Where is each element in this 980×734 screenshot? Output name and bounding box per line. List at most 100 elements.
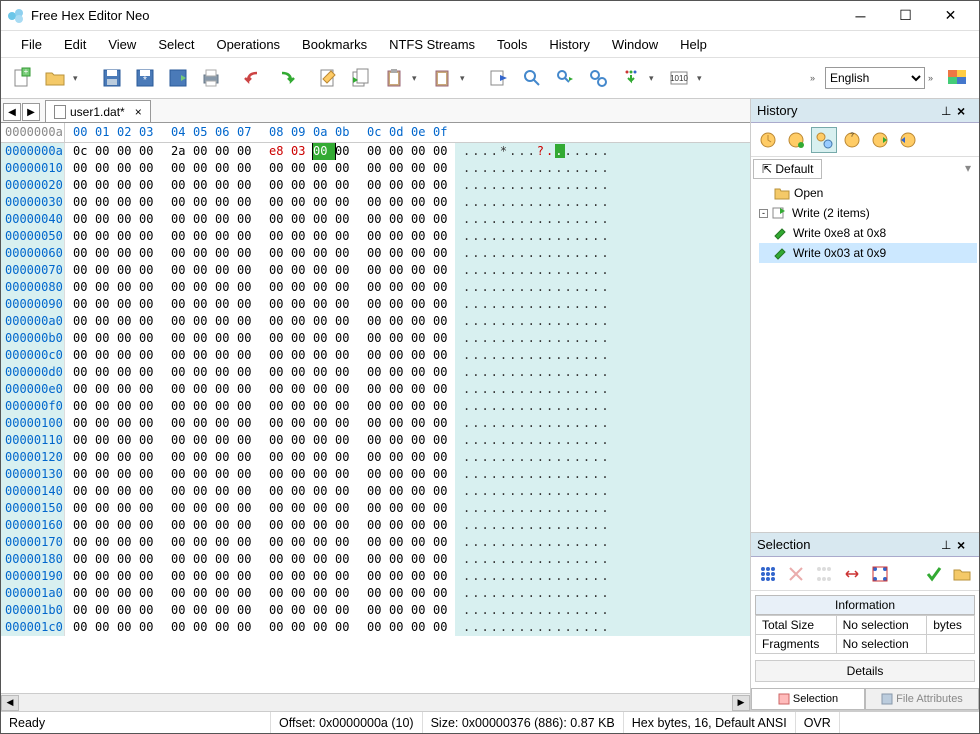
hex-row[interactable]: 0000015000000000000000000000000000000000… [1, 500, 750, 517]
clipboard-dropdown-icon[interactable]: ▾ [412, 73, 424, 84]
file-tab[interactable]: user1.dat* × [45, 100, 151, 122]
toolbar-overflow-icon[interactable]: » [810, 73, 822, 83]
export-button[interactable] [163, 63, 193, 93]
download-dropdown-icon[interactable]: ▾ [649, 73, 661, 84]
history-pin-icon[interactable]: ⊥ [941, 104, 957, 118]
hex-row[interactable]: 0000011000000000000000000000000000000000… [1, 432, 750, 449]
clipboard-button[interactable] [379, 63, 409, 93]
maximize-button[interactable]: ☐ [883, 2, 928, 30]
copy-button[interactable] [346, 63, 376, 93]
history-btn-2[interactable] [783, 127, 809, 153]
hex-row[interactable]: 0000012000000000000000000000000000000000… [1, 449, 750, 466]
hex-row[interactable]: 000000d000000000000000000000000000000000… [1, 364, 750, 381]
history-btn-1[interactable] [755, 127, 781, 153]
edit-button[interactable] [313, 63, 343, 93]
find-button[interactable] [517, 63, 547, 93]
save-button[interactable] [97, 63, 127, 93]
hex-row[interactable]: 0000003000000000000000000000000000000000… [1, 194, 750, 211]
hex-row[interactable]: 0000013000000000000000000000000000000000… [1, 466, 750, 483]
menu-bookmarks[interactable]: Bookmarks [292, 33, 377, 56]
menu-history[interactable]: History [539, 33, 599, 56]
hex-row[interactable]: 0000007000000000000000000000000000000000… [1, 262, 750, 279]
menu-window[interactable]: Window [602, 33, 668, 56]
hex-row[interactable]: 0000008000000000000000000000000000000000… [1, 279, 750, 296]
menu-view[interactable]: View [98, 33, 146, 56]
history-dropdown-icon[interactable]: ▾ [959, 159, 977, 177]
hex-row[interactable]: 000001a000000000000000000000000000000000… [1, 585, 750, 602]
scroll-right-button[interactable]: ▶ [732, 695, 750, 711]
clipboard2-button[interactable] [427, 63, 457, 93]
selection-tab[interactable]: Selection [751, 688, 865, 710]
tab-next-button[interactable]: ▶ [22, 103, 40, 121]
scroll-left-button[interactable]: ◀ [1, 695, 19, 711]
history-item[interactable]: Write 0x03 at 0x9 [759, 243, 977, 263]
hex-row[interactable]: 0000014000000000000000000000000000000000… [1, 483, 750, 500]
hex-row[interactable]: 0000000a0c0000002a000000e803000000000000… [1, 143, 750, 160]
hex-row[interactable]: 0000009000000000000000000000000000000000… [1, 296, 750, 313]
language-select[interactable]: English [825, 67, 925, 89]
sel-btn-5[interactable] [867, 561, 893, 587]
history-item[interactable]: Write 0xe8 at 0x8 [759, 223, 977, 243]
hex-row[interactable]: 0000005000000000000000000000000000000000… [1, 228, 750, 245]
selection-details-button[interactable]: Details [755, 660, 975, 682]
file-attributes-tab[interactable]: File Attributes [865, 688, 979, 710]
menu-select[interactable]: Select [148, 33, 204, 56]
print-button[interactable] [196, 63, 226, 93]
history-default-tab[interactable]: ⇱ Default [753, 159, 822, 179]
goto-button[interactable] [484, 63, 514, 93]
pattern-button[interactable]: 1010 [664, 63, 694, 93]
selection-pin-icon[interactable]: ⊥ [941, 538, 957, 552]
undo-button[interactable] [238, 63, 268, 93]
horizontal-scrollbar[interactable]: ◀ ▶ [1, 693, 750, 711]
sel-btn-folder[interactable] [949, 561, 975, 587]
new-file-button[interactable]: + [7, 63, 37, 93]
save-all-button[interactable]: * [130, 63, 160, 93]
open-file-button[interactable] [40, 63, 70, 93]
hex-row[interactable]: 0000004000000000000000000000000000000000… [1, 211, 750, 228]
menu-ntfs-streams[interactable]: NTFS Streams [379, 33, 485, 56]
hex-row[interactable]: 0000019000000000000000000000000000000000… [1, 568, 750, 585]
sel-btn-1[interactable] [755, 561, 781, 587]
hex-row[interactable]: 0000016000000000000000000000000000000000… [1, 517, 750, 534]
history-item[interactable]: -Write (2 items) [759, 203, 977, 223]
find-replace-button[interactable] [583, 63, 613, 93]
history-btn-5[interactable] [867, 127, 893, 153]
pattern-dropdown-icon[interactable]: ▾ [697, 73, 709, 84]
menu-operations[interactable]: Operations [206, 33, 290, 56]
toolbar-overflow2-icon[interactable]: » [928, 73, 940, 83]
hex-row[interactable]: 000000b000000000000000000000000000000000… [1, 330, 750, 347]
download-button[interactable] [616, 63, 646, 93]
hex-row[interactable]: 000000c000000000000000000000000000000000… [1, 347, 750, 364]
sel-btn-4[interactable] [839, 561, 865, 587]
menu-edit[interactable]: Edit [54, 33, 96, 56]
hex-row[interactable]: 0000017000000000000000000000000000000000… [1, 534, 750, 551]
redo-button[interactable] [271, 63, 301, 93]
hex-row[interactable]: 000001c000000000000000000000000000000000… [1, 619, 750, 636]
palette-button[interactable] [943, 63, 973, 93]
clipboard2-dropdown-icon[interactable]: ▾ [460, 73, 472, 84]
menu-tools[interactable]: Tools [487, 33, 537, 56]
history-btn-4[interactable]: ? [839, 127, 865, 153]
history-close-button[interactable]: × [957, 103, 973, 119]
hex-row[interactable]: 0000001000000000000000000000000000000000… [1, 160, 750, 177]
hex-editor[interactable]: 0000000a0c0000002a000000e803000000000000… [1, 143, 750, 693]
hex-row[interactable]: 000000a000000000000000000000000000000000… [1, 313, 750, 330]
tab-prev-button[interactable]: ◀ [3, 103, 21, 121]
sel-btn-2[interactable] [783, 561, 809, 587]
history-btn-3[interactable] [811, 127, 837, 153]
hex-row[interactable]: 000000f000000000000000000000000000000000… [1, 398, 750, 415]
hex-row[interactable]: 000001b000000000000000000000000000000000… [1, 602, 750, 619]
find-next-button[interactable] [550, 63, 580, 93]
hex-row[interactable]: 0000002000000000000000000000000000000000… [1, 177, 750, 194]
hex-row[interactable]: 000000e000000000000000000000000000000000… [1, 381, 750, 398]
hex-row[interactable]: 0000018000000000000000000000000000000000… [1, 551, 750, 568]
open-dropdown-icon[interactable]: ▾ [73, 73, 85, 84]
close-button[interactable]: ✕ [928, 2, 973, 30]
hex-row[interactable]: 0000010000000000000000000000000000000000… [1, 415, 750, 432]
history-btn-6[interactable] [895, 127, 921, 153]
sel-btn-check[interactable] [921, 561, 947, 587]
history-item[interactable]: Open [759, 183, 977, 203]
sel-btn-3[interactable] [811, 561, 837, 587]
tab-close-button[interactable]: × [135, 105, 142, 119]
hex-row[interactable]: 0000006000000000000000000000000000000000… [1, 245, 750, 262]
